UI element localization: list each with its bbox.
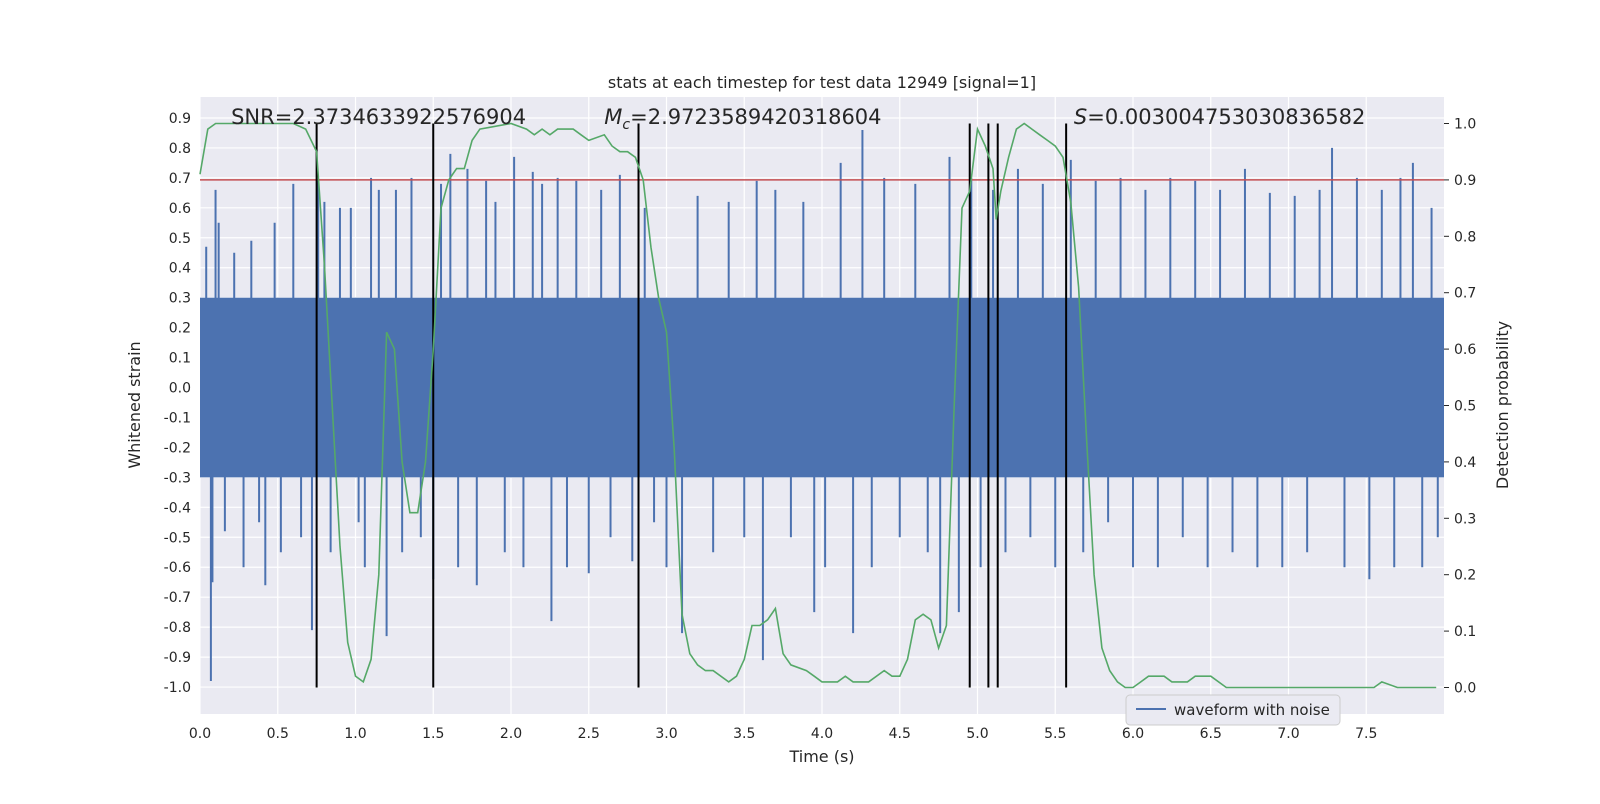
y-tick-label: -0.5 [164, 530, 191, 546]
x-tick-label: 7.0 [1277, 726, 1299, 742]
y-tick-label: -0.3 [164, 470, 191, 486]
annotation-chirp-mass: Mc=2.9723589420318604 [604, 105, 881, 133]
y-tick-label: -0.1 [164, 410, 191, 426]
legend: waveform with noise [1125, 694, 1341, 726]
y-tick-label: -0.4 [164, 500, 191, 516]
legend-label: waveform with noise [1174, 701, 1330, 719]
y-tick-label: -0.6 [164, 560, 191, 576]
x-tick-label: 2.5 [578, 726, 600, 742]
y-right-tick-label: 1.0 [1454, 117, 1476, 133]
y-tick-label: 0.3 [169, 291, 191, 307]
x-tick-label: 1.0 [344, 726, 366, 742]
y-tick-label: 0.7 [169, 171, 191, 187]
x-tick-label: 5.0 [966, 726, 988, 742]
y-tick-label: 0.9 [169, 111, 191, 127]
y-right-tick-label: 0.9 [1454, 173, 1476, 189]
y-right-tick-label: 0.7 [1454, 286, 1476, 302]
x-tick-label: 3.5 [733, 726, 755, 742]
y-tick-label: 0.4 [169, 261, 191, 277]
y-right-tick-label: 0.0 [1454, 680, 1476, 696]
y-right-tick-label: 0.1 [1454, 624, 1476, 640]
y-right-tick-label: 0.6 [1454, 342, 1476, 358]
chart-title: stats at each timestep for test data 129… [608, 73, 1036, 92]
x-tick-label: 1.5 [422, 726, 444, 742]
y-axis-right-ticks: 1.0 0.9 0.8 0.7 0.6 0.5 0.4 0.3 0.2 0.1 0.0 [1444, 117, 1476, 696]
y-tick-label: 0.0 [169, 381, 191, 397]
waveform-dense-band [200, 297, 1444, 478]
x-tick-label: 0.0 [189, 726, 211, 742]
annotation-snr: SNR=2.3734633922576904 [231, 105, 526, 129]
x-tick-label: 3.0 [655, 726, 677, 742]
y-right-tick-label: 0.8 [1454, 229, 1476, 245]
y-axis-label: Whitened strain [125, 341, 144, 468]
x-tick-label: 0.5 [267, 726, 289, 742]
y-tick-label: 0.8 [169, 141, 191, 157]
detection-probability-line [199, 122, 1437, 689]
y-tick-label: 0.5 [169, 231, 191, 247]
y-tick-label: -0.7 [164, 590, 191, 606]
x-tick-label: 6.5 [1200, 726, 1222, 742]
y-axis-right-label: Detection probability [1493, 321, 1512, 489]
x-tick-label: 2.0 [500, 726, 522, 742]
x-axis-label: Time (s) [788, 747, 854, 766]
y-right-tick-label: 0.4 [1454, 455, 1476, 471]
vertical-marker-lines [315, 123, 1068, 688]
y-tick-label: 0.1 [169, 351, 191, 367]
x-tick-label: 4.0 [811, 726, 833, 742]
y-tick-label: -0.8 [164, 620, 191, 636]
legend-box [1125, 694, 1341, 726]
y-tick-label: 0.2 [169, 321, 191, 337]
x-tick-label: 4.5 [889, 726, 911, 742]
annotation-score: S=0.003004753030836582 [1074, 105, 1365, 129]
y-right-tick-label: 0.5 [1454, 399, 1476, 415]
y-axis-ticks: 0.9 0.8 0.7 0.6 0.5 0.4 0.3 0.2 0.1 0.0 -0.1 -0.2 -0… [164, 111, 191, 696]
y-right-tick-label: 0.2 [1454, 568, 1476, 584]
x-tick-label: 7.5 [1355, 726, 1377, 742]
y-tick-label: -0.2 [164, 440, 191, 456]
y-tick-label: 0.6 [169, 201, 191, 217]
x-axis-ticks: 0.0 0.5 1.0 1.5 2.0 2.5 3.0 3.5 4.0 4.5 5.0 5.5 6.0 6… [189, 726, 1378, 742]
y-tick-label: -0.9 [164, 650, 191, 666]
y-right-tick-label: 0.3 [1454, 511, 1476, 527]
x-tick-label: 6.0 [1122, 726, 1144, 742]
x-tick-label: 5.5 [1044, 726, 1066, 742]
y-tick-label: -1.0 [164, 680, 191, 696]
